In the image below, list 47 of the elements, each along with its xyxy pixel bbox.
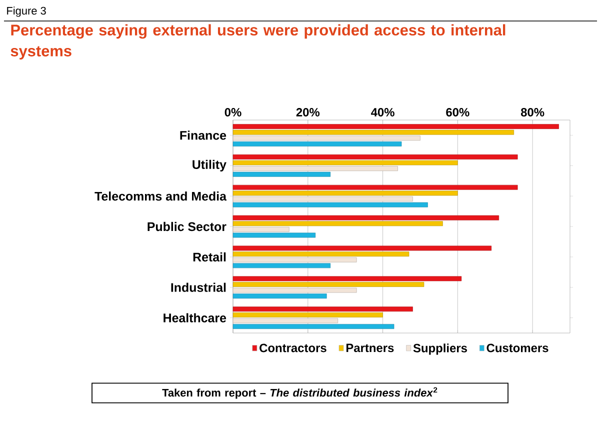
bar — [232, 136, 420, 141]
bar — [232, 263, 331, 268]
bar — [232, 141, 402, 146]
caption: Figure 3 — [7, 6, 46, 17]
text: Taken from report – The distributed business index$^{2}$ — [162, 387, 438, 399]
bar — [232, 160, 458, 166]
bar — [232, 124, 559, 129]
bar — [232, 252, 410, 256]
y-tick-label: Telecomms and Media — [94, 191, 227, 201]
y-tick-label: Retail — [193, 252, 226, 262]
bar — [232, 318, 338, 324]
legend-label: Contractors — [260, 344, 326, 352]
y-tick-label: Finance — [180, 130, 226, 140]
bar — [232, 184, 518, 190]
chart-title: Percentage saying external users were provided access to internal systems — [10, 24, 506, 60]
legend-label: Suppliers — [413, 344, 467, 355]
bar — [232, 282, 424, 287]
y-tick-label: Public Sector — [148, 222, 226, 232]
x-tick-label: 0% — [224, 108, 242, 116]
x-tick-label: 60% — [446, 108, 470, 116]
bar — [232, 324, 394, 329]
bar — [232, 232, 316, 238]
y-tick-label: Utility — [192, 160, 226, 172]
bar — [232, 190, 458, 196]
bar — [232, 294, 327, 299]
bar — [232, 306, 413, 312]
legend-label: Customers — [486, 344, 548, 352]
bar — [232, 172, 331, 177]
bar — [232, 257, 357, 262]
bar — [232, 202, 428, 208]
y-tick-label: Industrial — [171, 282, 226, 292]
bar — [232, 276, 462, 282]
x-tick-label: 40% — [371, 108, 394, 116]
bar — [232, 130, 514, 135]
bar — [232, 221, 443, 226]
bar — [232, 166, 398, 171]
y-tick-label: Healthcare — [164, 313, 226, 322]
bar — [232, 246, 492, 251]
bar — [232, 154, 518, 160]
x-tick-label: 20% — [296, 108, 320, 116]
bar — [232, 226, 290, 232]
bar — [232, 196, 413, 202]
bar — [232, 312, 383, 318]
legend-label: Partners — [346, 344, 394, 352]
x-tick-label: 80% — [520, 108, 544, 116]
bar — [232, 288, 357, 293]
bar — [232, 215, 499, 220]
